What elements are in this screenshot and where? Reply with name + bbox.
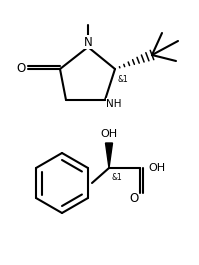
Text: O: O: [16, 63, 26, 76]
Text: &1: &1: [118, 74, 129, 83]
Text: OH: OH: [148, 163, 166, 173]
Text: O: O: [129, 192, 139, 205]
Polygon shape: [105, 143, 112, 168]
Text: &1: &1: [112, 174, 123, 183]
Text: NH: NH: [106, 99, 122, 109]
Text: OH: OH: [100, 129, 118, 139]
Text: N: N: [84, 36, 92, 48]
